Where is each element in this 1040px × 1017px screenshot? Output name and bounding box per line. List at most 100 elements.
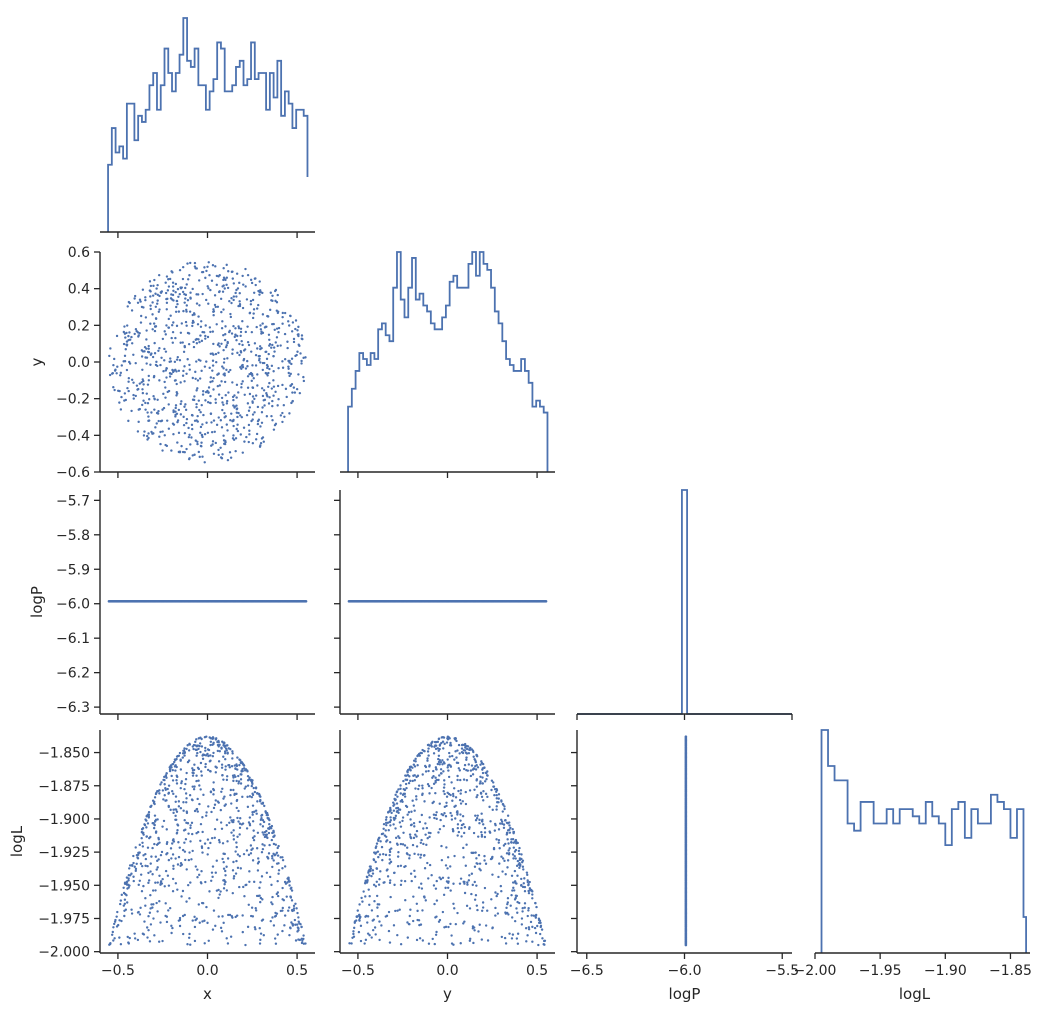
scatter-point: [184, 838, 188, 841]
scatter-point: [208, 326, 212, 329]
scatter-point: [239, 782, 243, 785]
scatter-point: [475, 763, 478, 767]
scatter-point: [500, 818, 503, 822]
logP-vs-y-scatter: [347, 600, 548, 603]
scatter-point: [486, 909, 489, 912]
scatter-point: [160, 781, 163, 784]
scatter-point: [534, 901, 537, 905]
x-tick-label: −1.85: [989, 963, 1032, 979]
scatter-point: [257, 792, 261, 796]
scatter-point: [171, 890, 175, 893]
scatter-point: [512, 846, 515, 849]
scatter-point: [191, 414, 194, 417]
scatter-point: [459, 877, 463, 880]
scatter-point: [446, 856, 450, 859]
scatter-point: [197, 399, 201, 402]
scatter-point: [270, 414, 273, 418]
scatter-point: [480, 761, 484, 765]
scatter-point: [460, 747, 464, 750]
scatter-point: [184, 320, 188, 324]
scatter-point: [147, 881, 150, 885]
scatter-point: [232, 874, 236, 878]
scatter-point: [262, 934, 265, 937]
scatter-point: [234, 291, 237, 295]
scatter-point: [417, 853, 420, 856]
scatter-point: [259, 361, 262, 364]
scatter-point: [241, 930, 244, 934]
scatter-point: [200, 403, 203, 407]
scatter-point: [162, 798, 165, 801]
scatter-point: [113, 937, 116, 940]
scatter-point: [231, 352, 234, 355]
scatter-point: [283, 924, 286, 927]
scatter-point: [123, 360, 127, 363]
scatter-point: [176, 287, 180, 291]
scatter-point: [219, 297, 223, 301]
scatter-point: [430, 786, 433, 790]
scatter-point: [246, 795, 249, 799]
scatter-point: [217, 448, 220, 452]
scatter-point: [111, 372, 115, 375]
scatter-point: [223, 380, 227, 384]
scatter-point: [446, 791, 449, 794]
scatter-point: [187, 457, 191, 461]
scatter-point: [236, 756, 239, 759]
scatter-point: [286, 881, 289, 884]
scatter-point: [252, 786, 255, 790]
scatter-point: [163, 347, 166, 351]
scatter-point: [367, 888, 370, 891]
scatter-point: [416, 774, 420, 777]
scatter-point: [417, 886, 421, 889]
scatter-point: [151, 799, 155, 802]
scatter-point: [202, 793, 205, 797]
scatter-point: [277, 869, 281, 872]
scatter-point: [495, 793, 498, 797]
scatter-point: [217, 915, 220, 918]
scatter-point: [185, 900, 188, 903]
scatter-point: [173, 360, 177, 364]
scatter-point: [258, 894, 261, 897]
scatter-point: [256, 800, 259, 803]
scatter-point: [508, 831, 512, 834]
scatter-point: [161, 449, 164, 452]
scatter-point: [217, 275, 220, 278]
scatter-point: [294, 923, 297, 926]
scatter-point: [169, 297, 173, 300]
scatter-point: [136, 430, 140, 433]
scatter-point: [376, 915, 379, 918]
scatter-point: [211, 736, 215, 739]
scatter-point: [249, 299, 253, 303]
scatter-point: [183, 345, 187, 349]
scatter-point: [452, 787, 456, 790]
scatter-point: [209, 770, 212, 773]
scatter-point: [410, 810, 413, 813]
scatter-point: [204, 765, 207, 769]
scatter-point: [410, 823, 413, 826]
scatter-point: [504, 911, 507, 914]
scatter-point: [474, 814, 477, 817]
scatter-point: [449, 811, 452, 815]
scatter-point: [175, 765, 178, 769]
scatter-point: [156, 293, 159, 297]
scatter-point: [175, 324, 179, 328]
scatter-point: [483, 766, 486, 770]
scatter-point: [201, 292, 204, 296]
scatter-point: [238, 885, 241, 889]
scatter-point: [446, 867, 449, 870]
scatter-point: [194, 439, 197, 442]
scatter-point: [182, 809, 185, 812]
logL-axis-title: logL: [8, 825, 26, 857]
scatter-point: [473, 880, 476, 884]
scatter-point: [225, 263, 228, 267]
scatter-point: [497, 875, 500, 879]
scatter-point: [218, 893, 221, 896]
scatter-point: [232, 424, 235, 428]
scatter-point: [296, 329, 299, 332]
scatter-point: [197, 767, 201, 771]
scatter-point: [239, 334, 242, 338]
scatter-point: [272, 835, 276, 838]
scatter-point: [176, 829, 179, 832]
scatter-point: [181, 752, 185, 755]
scatter-point: [147, 344, 150, 348]
